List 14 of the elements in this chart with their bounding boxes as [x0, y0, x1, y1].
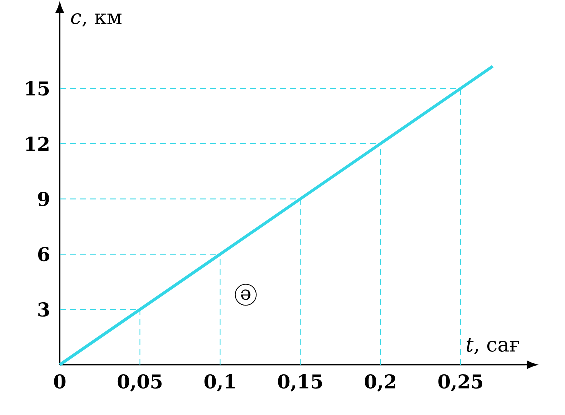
- x-tick-label: 0,2: [365, 374, 396, 392]
- annotation: ә: [241, 290, 251, 300]
- x-tick-label: 0,05: [118, 374, 162, 392]
- y-tick-label: 6: [38, 247, 50, 262]
- y-tick-label: 3: [38, 302, 50, 317]
- x-tick-label: 0: [54, 374, 66, 389]
- x-axis-title: t, сағ: [466, 338, 520, 354]
- x-tick-label: 0,25: [438, 374, 483, 392]
- y-tick-label: 15: [26, 81, 50, 96]
- y-tick-label: 9: [38, 192, 50, 206]
- x-tick-label: 0,1: [204, 374, 235, 392]
- y-tick-label: 12: [26, 136, 49, 151]
- x-tick-label: 0,15: [278, 374, 322, 392]
- y-axis-title: c, км: [71, 14, 122, 27]
